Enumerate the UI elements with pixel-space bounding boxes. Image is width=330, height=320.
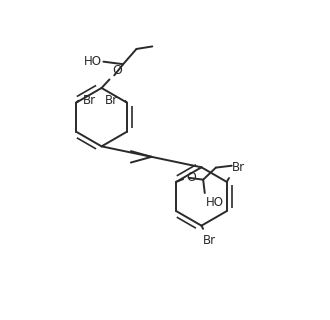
Text: HO: HO xyxy=(206,196,224,209)
Text: O: O xyxy=(186,171,196,184)
Text: HO: HO xyxy=(83,55,102,68)
Text: Br: Br xyxy=(82,93,96,107)
Text: Br: Br xyxy=(232,161,245,174)
Text: Br: Br xyxy=(105,93,118,107)
Text: Br: Br xyxy=(203,234,216,247)
Text: O: O xyxy=(112,64,122,77)
